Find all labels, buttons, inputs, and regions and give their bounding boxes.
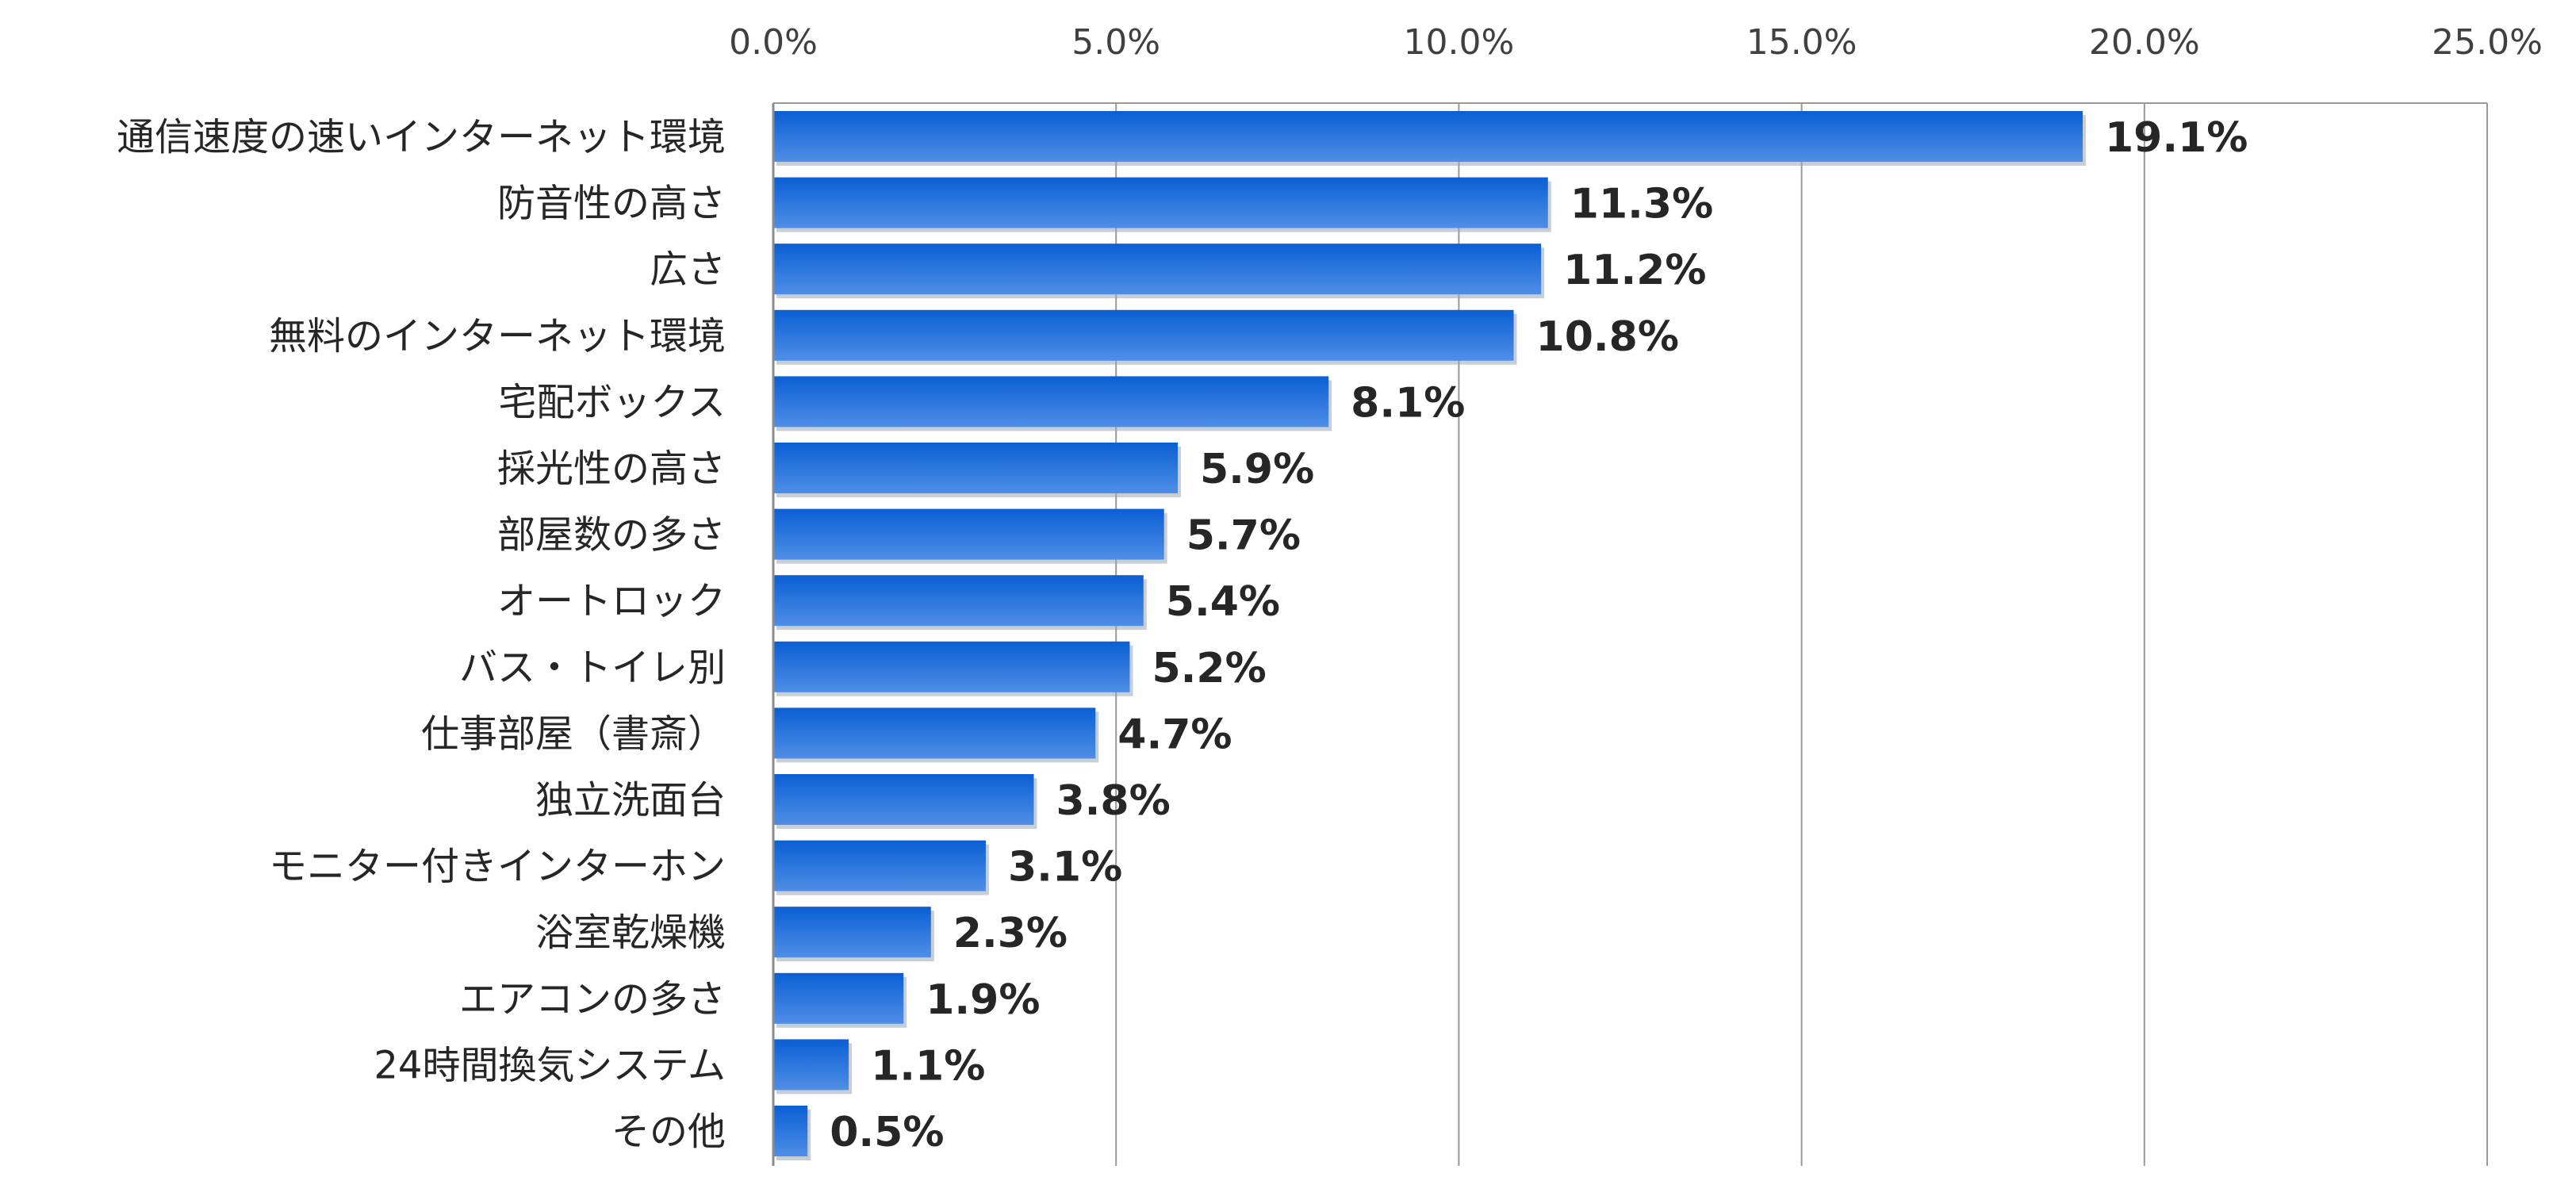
value-label: 2.3% [953, 910, 1068, 957]
value-label: 5.9% [1200, 446, 1314, 493]
value-label: 5.7% [1186, 512, 1301, 560]
x-axis-tick-labels: 0.0% 5.0% 10.0% 15.0% 20.0% 25.0% [729, 22, 2543, 63]
category-label: 宅配ボックス [498, 380, 726, 424]
category-label: 通信速度の速いインターネット環境 [117, 115, 726, 159]
category-label: 24時間換気システム [374, 1043, 726, 1087]
value-label: 5.4% [1166, 578, 1280, 626]
bar [773, 177, 1548, 228]
bar [773, 376, 1329, 427]
category-label: 部屋数の多さ [497, 513, 726, 558]
category-label: 無料のインターネット環境 [269, 314, 726, 358]
bar [773, 1039, 849, 1091]
category-label: 広さ [650, 247, 726, 292]
x-tick-label: 20.0% [2089, 22, 2200, 63]
category-label: 独立洗面台 [535, 778, 726, 822]
bar [773, 707, 1096, 759]
value-labels: 19.1% 11.3% 11.2% 10.8% 8.1% 5.9% 5.7% 5.4% 5.2%… [830, 114, 2248, 1156]
bar [773, 774, 1034, 825]
category-label: その他 [611, 1110, 726, 1154]
x-tick-label: 25.0% [2432, 22, 2543, 63]
value-label: 4.7% [1117, 711, 1232, 758]
bar [773, 243, 1542, 295]
value-label: 0.5% [830, 1109, 944, 1156]
bar [773, 309, 1514, 361]
x-tick-label: 10.0% [1404, 22, 1515, 63]
x-tick-label: 5.0% [1071, 22, 1160, 63]
bar [773, 111, 2083, 162]
value-label: 5.2% [1152, 645, 1266, 692]
category-label: オートロック [497, 579, 726, 623]
category-labels: 通信速度の速いインターネット環境防音性の高さ広さ無料のインターネット環境宅配ボッ… [117, 115, 726, 1154]
x-tick-label: 15.0% [1746, 22, 1857, 63]
bar [773, 972, 904, 1024]
bar [773, 1106, 808, 1156]
bar [773, 508, 1164, 560]
value-label: 19.1% [2105, 114, 2248, 162]
bar [773, 840, 986, 891]
x-tick-label: 0.0% [729, 22, 818, 63]
bar [773, 907, 931, 958]
bar [773, 443, 1178, 493]
category-label: 浴室乾燥機 [535, 911, 726, 955]
category-label: モニター付きインターホン [269, 845, 726, 889]
value-label: 8.1% [1351, 379, 1465, 427]
bars [773, 111, 2087, 1160]
value-label: 3.8% [1056, 777, 1170, 825]
category-label: 採光性の高さ [497, 447, 726, 491]
category-label: エアコンの多さ [459, 977, 726, 1022]
bar [773, 641, 1130, 692]
bar [773, 575, 1144, 627]
value-label: 1.9% [926, 976, 1040, 1024]
value-label: 10.8% [1536, 313, 1679, 361]
category-label: 防音性の高さ [497, 182, 726, 226]
value-label: 11.2% [1563, 247, 1706, 294]
value-label: 1.1% [871, 1042, 985, 1090]
category-label: バス・トイレ別 [459, 646, 726, 690]
value-label: 11.3% [1570, 181, 1713, 228]
category-label: 仕事部屋（書斎） [421, 711, 726, 756]
value-label: 3.1% [1008, 844, 1122, 891]
